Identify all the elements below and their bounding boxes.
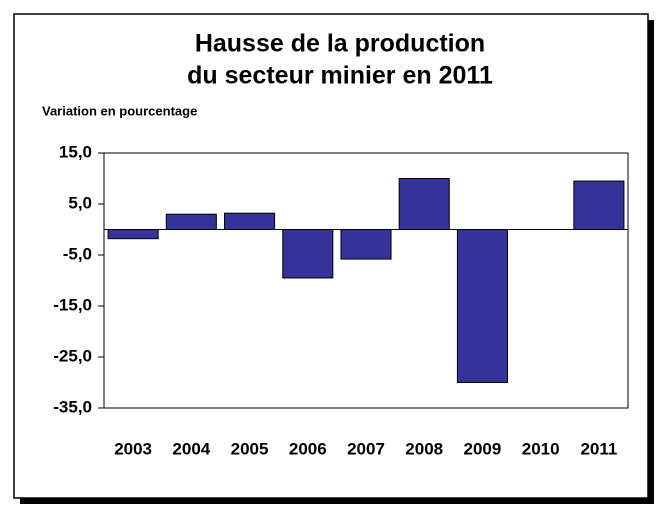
x-tick-label: 2005 [231,439,269,458]
bar [224,212,276,230]
x-tick-label: 2004 [172,439,210,458]
x-tick-label: 2008 [405,439,443,458]
chart-title: du secteur minier en 2011 [187,62,493,90]
y-tick-label: 15,0 [59,142,92,161]
y-tick-label: -5,0 [63,244,92,263]
x-tick-label: 2006 [289,439,327,458]
bar [165,213,217,230]
y-tick-label: -15,0 [53,295,92,314]
bar [398,178,450,230]
y-tick-label: -25,0 [53,346,92,365]
bar [282,229,334,279]
bar [456,229,508,383]
bar [340,229,392,260]
x-tick-label: 2011 [580,439,617,458]
y-axis-label: Variation en pourcentage [42,103,197,118]
x-tick-label: 2003 [114,439,152,458]
bar [107,229,159,240]
y-tick-label: 5,0 [68,193,92,212]
plot-area [103,152,629,409]
x-tick-label: 2010 [522,439,560,458]
x-tick-label: 2007 [347,439,385,458]
bar [573,180,625,231]
chart-title: Hausse de la production [195,30,485,58]
x-tick-label: 2009 [464,439,502,458]
y-tick-label: -35,0 [53,397,92,416]
